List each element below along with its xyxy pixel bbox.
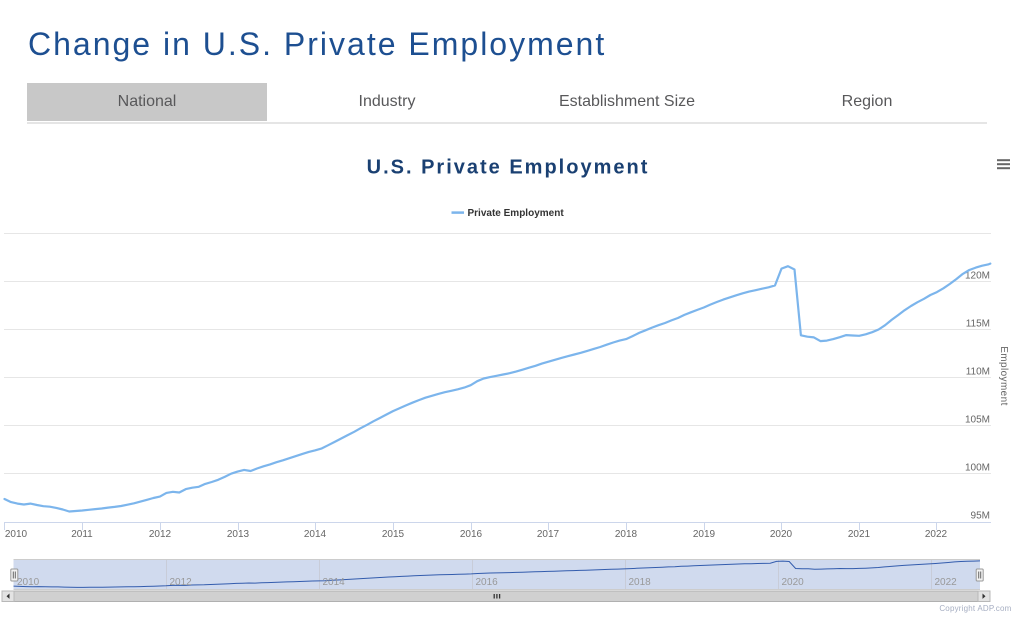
svg-text:2012: 2012 (170, 577, 193, 588)
svg-text:2022: 2022 (925, 529, 948, 540)
svg-text:105M: 105M (965, 415, 990, 426)
svg-text:2020: 2020 (782, 577, 805, 588)
svg-text:115M: 115M (966, 319, 990, 330)
svg-text:2011: 2011 (71, 529, 93, 540)
svg-text:2014: 2014 (304, 529, 327, 540)
svg-text:2016: 2016 (476, 577, 499, 588)
svg-text:2018: 2018 (629, 577, 652, 588)
svg-text:2010: 2010 (17, 577, 40, 588)
svg-text:2018: 2018 (615, 529, 638, 540)
svg-text:2015: 2015 (382, 529, 405, 540)
svg-text:2010: 2010 (5, 529, 28, 540)
svg-text:Employment: Employment (998, 346, 1009, 406)
svg-text:110M: 110M (966, 367, 990, 378)
svg-text:100M: 100M (965, 463, 990, 474)
svg-text:2020: 2020 (770, 529, 793, 540)
svg-text:95M: 95M (971, 511, 990, 522)
svg-text:2013: 2013 (227, 529, 250, 540)
svg-text:2017: 2017 (537, 529, 560, 540)
svg-text:2019: 2019 (693, 529, 716, 540)
svg-text:2016: 2016 (460, 529, 483, 540)
svg-text:2014: 2014 (323, 577, 346, 588)
svg-text:2022: 2022 (935, 577, 958, 588)
svg-text:120M: 120M (965, 271, 990, 282)
svg-text:2012: 2012 (149, 529, 172, 540)
svg-text:2021: 2021 (848, 529, 871, 540)
svg-text:U.S. Private Employment: U.S. Private Employment (367, 157, 650, 179)
svg-text:Copyright ADP.com: Copyright ADP.com (939, 604, 1011, 613)
svg-text:Private Employment: Private Employment (468, 208, 565, 219)
